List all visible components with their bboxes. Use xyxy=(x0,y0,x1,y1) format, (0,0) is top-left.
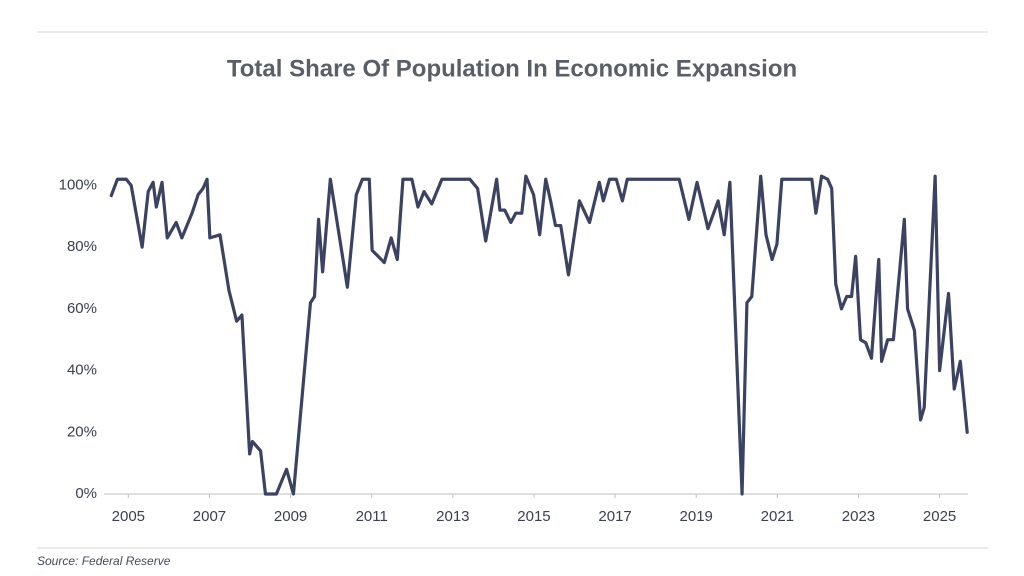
x-tick-label: 2017 xyxy=(598,508,631,525)
x-tick-label: 2011 xyxy=(356,508,388,525)
x-tick-label: 2009 xyxy=(274,508,307,525)
data-line xyxy=(109,174,969,496)
chart-title: Total Share Of Population In Economic Ex… xyxy=(227,55,797,82)
x-tick-label: 2015 xyxy=(517,508,550,525)
y-tick-label: 0% xyxy=(75,485,97,502)
y-tick-label: 40% xyxy=(67,362,97,379)
x-tick-label: 2007 xyxy=(193,508,226,525)
y-tick-label: 100% xyxy=(59,176,97,193)
x-tick-label: 2023 xyxy=(842,508,875,525)
x-tick-label: 2021 xyxy=(761,508,794,525)
y-tick-label: 60% xyxy=(67,300,97,317)
x-tick-label: 2005 xyxy=(112,508,145,525)
x-tick-label: 2025 xyxy=(923,508,956,525)
x-tick-label: 2019 xyxy=(680,508,713,525)
x-tick-label: 2013 xyxy=(436,508,469,525)
y-tick-label: 80% xyxy=(67,238,97,255)
source-note: Source: Federal Reserve xyxy=(37,554,171,568)
y-tick-label: 20% xyxy=(67,423,97,440)
